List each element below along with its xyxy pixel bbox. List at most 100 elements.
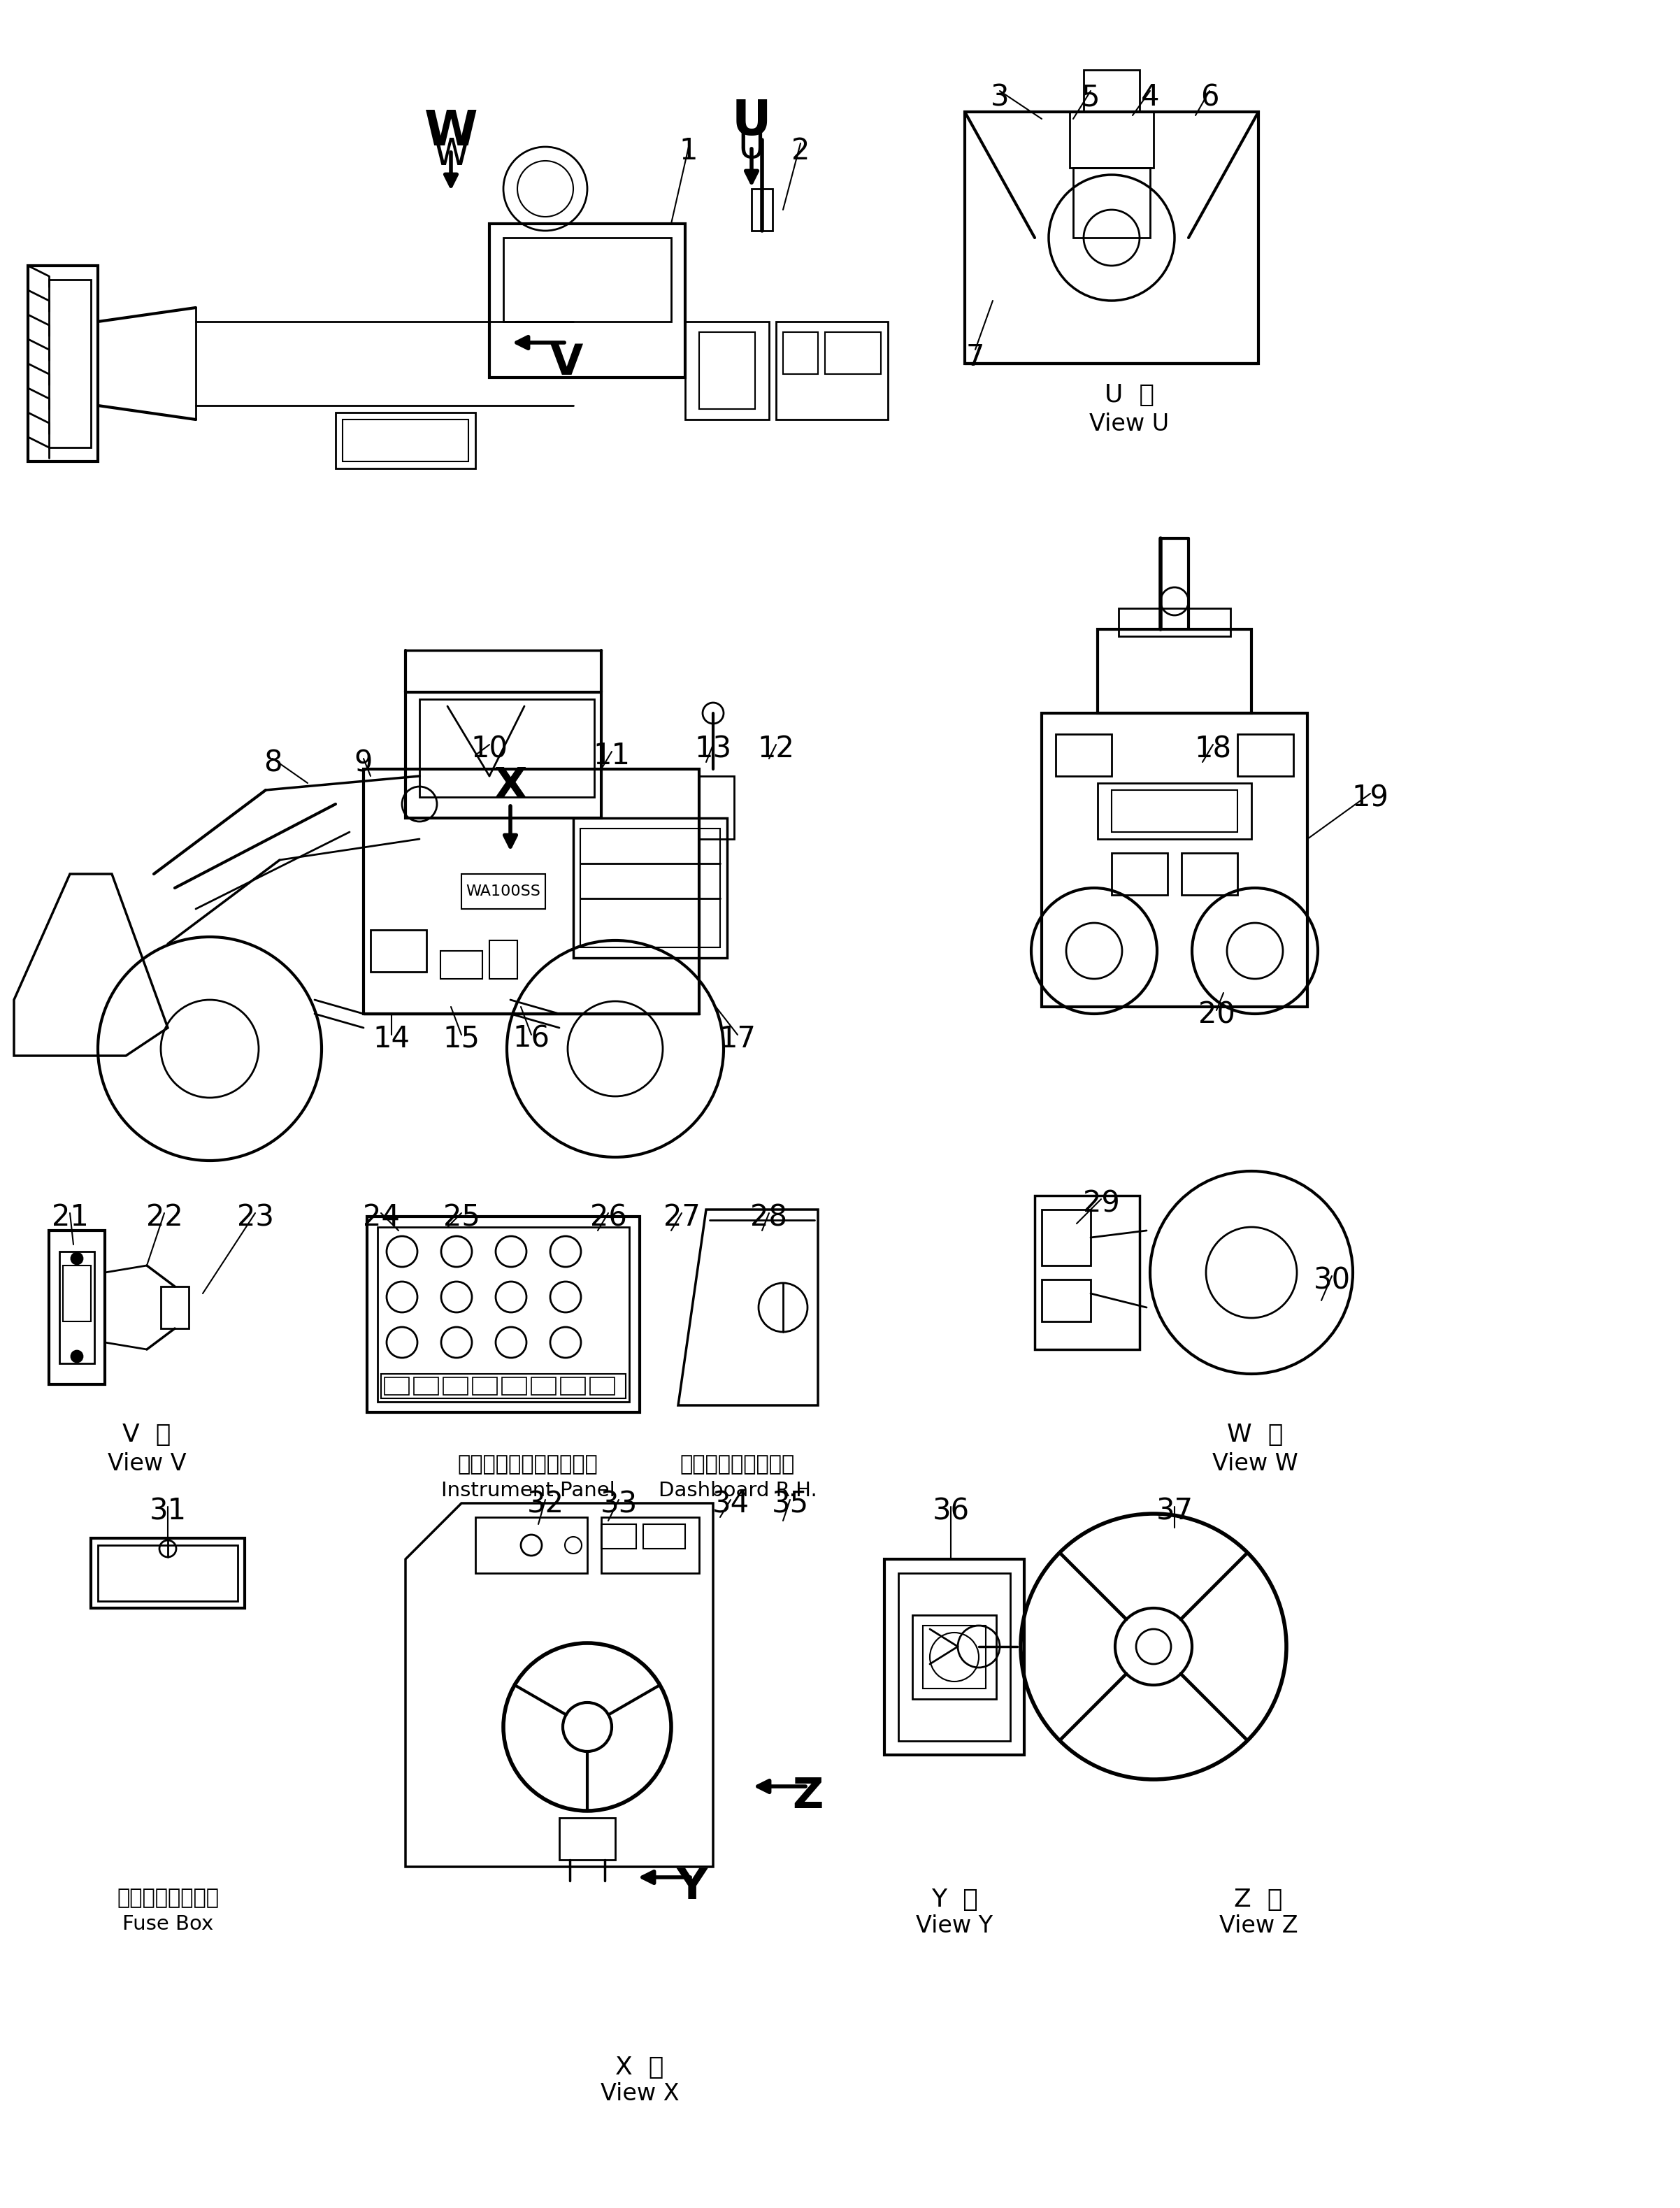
Bar <box>366 1217 640 1413</box>
Text: 8: 8 <box>264 749 282 777</box>
Bar <box>420 700 595 797</box>
Text: WA100SS: WA100SS <box>465 885 541 899</box>
Text: 32: 32 <box>528 1488 564 1519</box>
Text: 2: 2 <box>791 137 810 166</box>
Bar <box>59 1252 94 1362</box>
Bar <box>1042 1278 1090 1320</box>
Bar <box>601 1517 699 1572</box>
Bar <box>62 1265 91 1320</box>
Text: View U: View U <box>1089 413 1169 435</box>
Bar <box>559 1817 615 1859</box>
Bar <box>601 1524 637 1548</box>
Bar <box>385 1378 408 1395</box>
Bar <box>1119 607 1230 636</box>
Text: 15: 15 <box>444 1025 480 1053</box>
Bar <box>91 1539 245 1607</box>
Text: View X: View X <box>600 2082 679 2104</box>
Bar <box>1112 852 1168 894</box>
Text: 21: 21 <box>52 1203 89 1232</box>
Bar <box>776 322 889 420</box>
Text: V: V <box>549 342 583 384</box>
Text: 24: 24 <box>363 1203 400 1232</box>
Text: 35: 35 <box>771 1488 808 1519</box>
Text: Instrument Panel: Instrument Panel <box>440 1482 615 1501</box>
Text: X  視: X 視 <box>615 2056 664 2080</box>
Bar <box>475 1517 588 1572</box>
Text: Z: Z <box>791 1775 823 1817</box>
Bar <box>49 1230 104 1384</box>
Text: 25: 25 <box>444 1203 480 1232</box>
Bar <box>573 817 727 958</box>
Text: 11: 11 <box>593 742 630 771</box>
Bar <box>643 1524 685 1548</box>
Text: 34: 34 <box>712 1488 749 1519</box>
Bar <box>363 768 699 1013</box>
Bar <box>97 1546 237 1601</box>
Text: 20: 20 <box>1198 1000 1235 1029</box>
Bar <box>489 223 685 378</box>
Text: View V: View V <box>108 1453 186 1475</box>
Text: 14: 14 <box>373 1025 410 1053</box>
Bar <box>751 188 773 230</box>
Text: U: U <box>738 130 764 166</box>
Text: X: X <box>494 766 528 806</box>
Bar <box>378 1228 630 1402</box>
Text: W: W <box>423 108 477 155</box>
Bar <box>1112 790 1238 832</box>
Bar <box>922 1625 986 1689</box>
Bar <box>161 1287 188 1329</box>
Bar <box>1042 1210 1090 1265</box>
Text: W  視: W 視 <box>1226 1422 1284 1446</box>
Text: 23: 23 <box>237 1203 274 1232</box>
Text: 30: 30 <box>1314 1265 1351 1294</box>
Bar <box>381 1373 625 1398</box>
Bar <box>49 280 91 448</box>
Text: 29: 29 <box>1082 1188 1119 1219</box>
Text: View W: View W <box>1211 1453 1299 1475</box>
Bar <box>462 874 546 910</box>
Bar <box>1035 1195 1139 1349</box>
Bar <box>1097 629 1252 713</box>
Bar <box>1042 713 1307 1007</box>
Bar <box>580 828 721 947</box>
Text: View Z: View Z <box>1220 1914 1297 1936</box>
Text: 37: 37 <box>1156 1497 1193 1526</box>
Bar <box>899 1572 1010 1740</box>
Bar <box>912 1614 996 1698</box>
Text: 33: 33 <box>600 1488 637 1519</box>
Text: U  視: U 視 <box>1104 384 1154 406</box>
Text: 3: 3 <box>991 82 1010 113</box>
Text: Dashboard R.H.: Dashboard R.H. <box>659 1482 816 1501</box>
Bar <box>405 691 601 817</box>
Text: V  視: V 視 <box>123 1422 171 1446</box>
Bar <box>504 238 672 322</box>
Bar <box>964 113 1258 364</box>
Bar <box>489 941 517 978</box>
Bar <box>1097 784 1252 839</box>
Text: 22: 22 <box>146 1203 183 1232</box>
Bar <box>699 331 754 408</box>
Text: インスツルメントパネル: インスツルメントパネル <box>457 1455 598 1475</box>
Text: 10: 10 <box>470 733 507 764</box>
Bar <box>371 930 427 972</box>
Text: 18: 18 <box>1194 733 1231 764</box>
Bar <box>1084 71 1139 113</box>
Text: ヒューズボックス: ヒューズボックス <box>116 1888 218 1908</box>
Bar <box>1238 733 1294 775</box>
Text: 5: 5 <box>1082 82 1100 113</box>
Text: 31: 31 <box>150 1497 186 1526</box>
Text: 6: 6 <box>1200 82 1218 113</box>
Bar <box>1070 113 1154 168</box>
Bar <box>336 413 475 468</box>
Bar <box>440 952 482 978</box>
Bar <box>699 775 734 839</box>
Text: W: W <box>433 137 469 172</box>
Text: Y  視: Y 視 <box>931 1888 978 1912</box>
Bar <box>1074 168 1151 238</box>
Text: 19: 19 <box>1352 784 1389 813</box>
Bar <box>472 1378 497 1395</box>
Bar <box>561 1378 585 1395</box>
Bar <box>413 1378 438 1395</box>
Bar <box>29 265 97 461</box>
Text: 12: 12 <box>758 733 795 764</box>
